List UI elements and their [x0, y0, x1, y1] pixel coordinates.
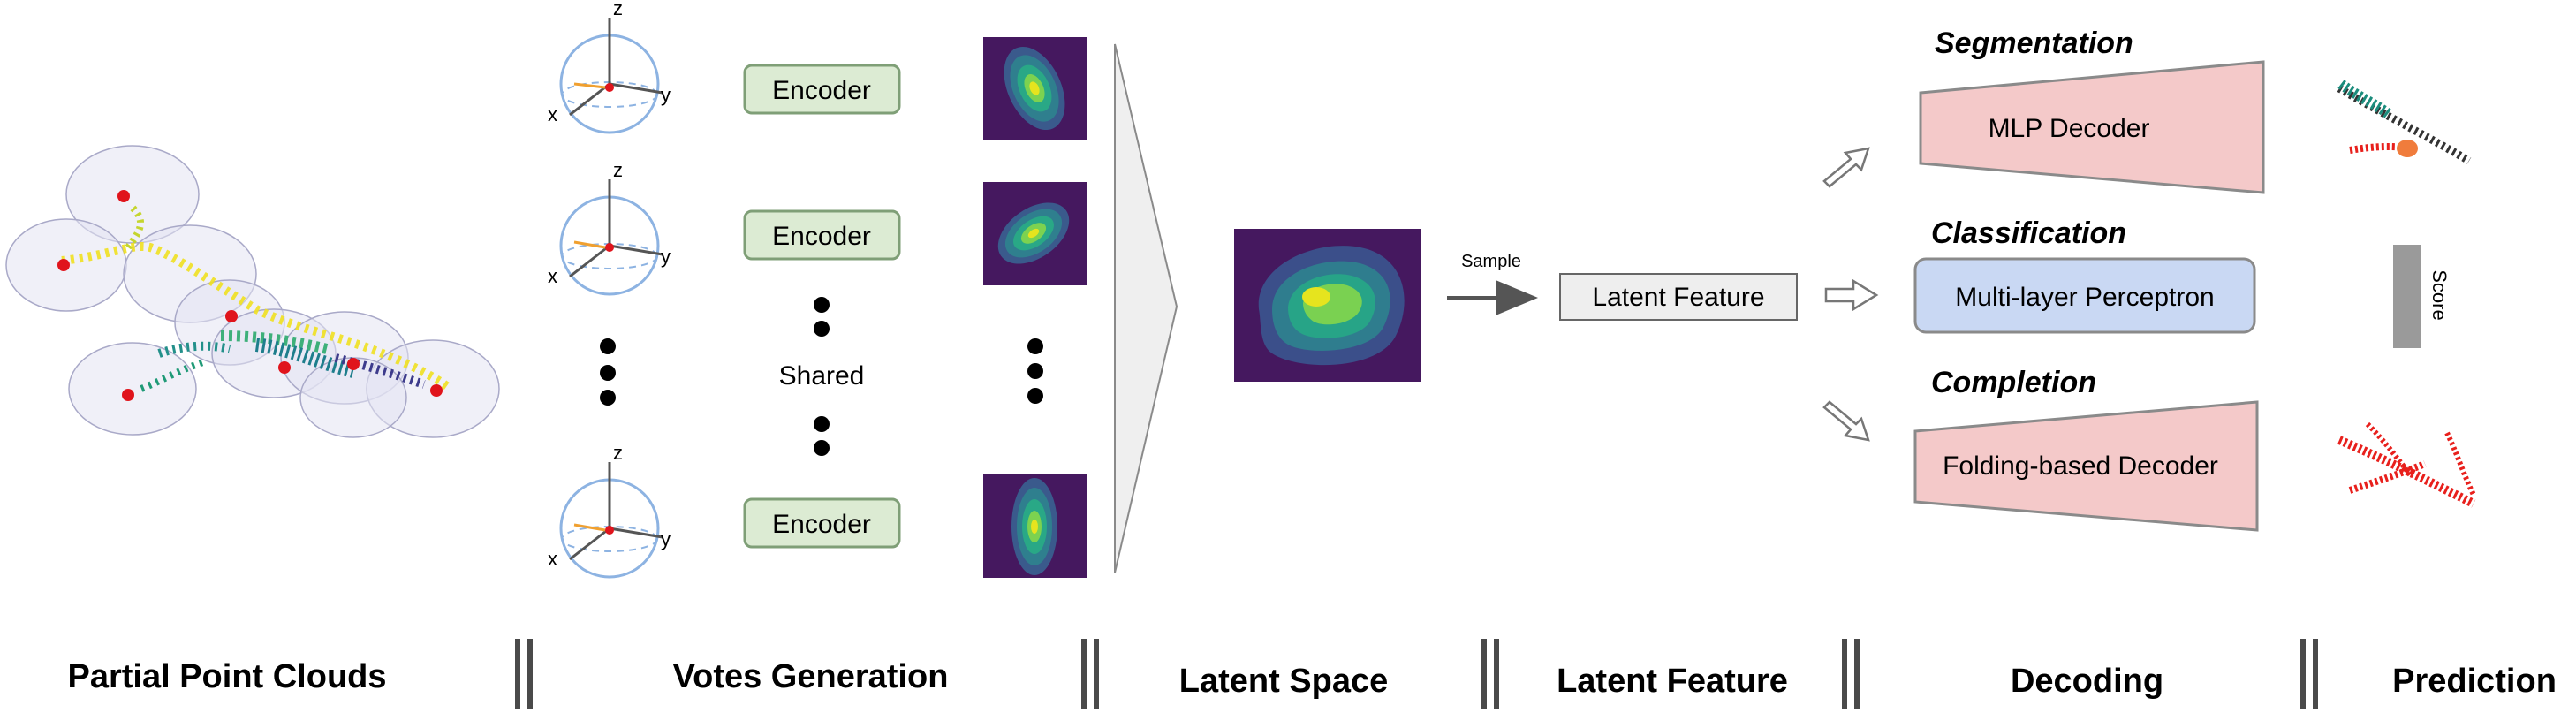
latent-distribution-2 [983, 182, 1087, 285]
arrow-to-segmentation [1822, 147, 1870, 188]
encoder-3: Encoder [743, 497, 901, 549]
latent-ellipsis-dots [1027, 338, 1043, 404]
sample-label: Sample [1461, 252, 1521, 271]
stage-label-prediction: Prediction [2392, 663, 2557, 700]
mlp-decoder-label: MLP Decoder [1989, 114, 2150, 143]
folding-based-decoder-label: Folding-based Decoder [1943, 451, 2218, 481]
stage-separator [1481, 639, 1503, 709]
completion-title: Completion [1931, 366, 2096, 399]
stage-separator [515, 639, 536, 709]
latent-distribution-1 [983, 37, 1087, 140]
folding-based-decoder: Folding-based Decoder [1913, 400, 2259, 532]
mlp-decoder: MLP Decoder [1919, 60, 2265, 194]
stage-label-votes-generation: Votes Generation [672, 658, 949, 695]
axis-x-label: x [548, 103, 557, 125]
shared-label: Shared [779, 361, 865, 391]
stage-label-latent-feature: Latent Feature [1557, 663, 1788, 700]
encoder-2-label: Encoder [772, 222, 871, 251]
axis-z-label: z [613, 442, 623, 464]
arrow-to-classification [1824, 278, 1879, 312]
local-frame-2: z y x [548, 159, 671, 296]
frame-ellipsis-dots [600, 338, 616, 406]
axis-y-label: y [661, 246, 671, 268]
vote-centers [57, 190, 443, 401]
axis-x-label: x [548, 265, 557, 287]
local-frame-1: z y x [548, 0, 671, 134]
stage-separator [2300, 639, 2322, 709]
stage-label-partial-point-clouds: Partial Point Clouds [67, 658, 387, 695]
completion-prediction [2337, 421, 2476, 508]
vote-spheres [5, 145, 500, 438]
encoder-3-label: Encoder [772, 510, 871, 539]
axis-y-label: y [661, 84, 671, 106]
stage-separator [1081, 639, 1102, 709]
latent-feature-box-label: Latent Feature [1592, 283, 1764, 312]
classification-title: Classification [1931, 216, 2126, 250]
decoder-arrows [1822, 147, 1879, 442]
encoder-1-label: Encoder [772, 76, 871, 105]
segmentation-prediction [2337, 80, 2472, 164]
stage-label-latent-space: Latent Space [1178, 663, 1389, 700]
arrow-to-completion [1822, 400, 1870, 442]
shared-ellipsis-dots [814, 297, 830, 456]
multilayer-perceptron-label: Multi-layer Perceptron [1955, 283, 2214, 312]
axis-x-label: x [548, 548, 557, 570]
score-label: Score [2428, 269, 2451, 320]
encoder-2: Encoder [743, 209, 901, 261]
aggregated-latent-distribution [1234, 229, 1421, 382]
local-frame-3: z y x [548, 442, 671, 579]
aggregation-funnel [1114, 43, 1178, 573]
axis-y-label: y [661, 528, 671, 550]
classification-score: Score [2393, 245, 2451, 348]
latent-distribution-3 [983, 474, 1087, 578]
stage-label-decoding: Decoding [2010, 663, 2164, 700]
segmentation-title: Segmentation [1935, 27, 2133, 60]
multilayer-perceptron: Multi-layer Perceptron [1913, 257, 2256, 334]
latent-feature-box: Latent Feature [1559, 273, 1798, 321]
partial-point-cloud-figure [5, 145, 500, 438]
point-cloud-points [61, 205, 453, 393]
encoder-1: Encoder [743, 64, 901, 115]
axis-z-label: z [613, 159, 623, 181]
axis-z-label: z [613, 0, 623, 19]
stage-separator [1842, 639, 1863, 709]
